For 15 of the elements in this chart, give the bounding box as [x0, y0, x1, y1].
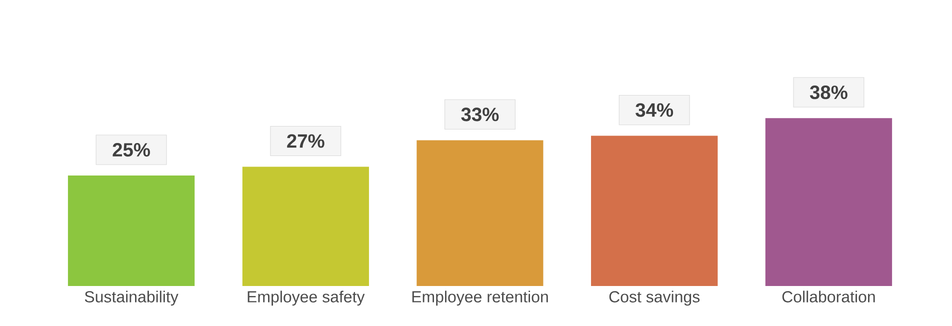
x-tick-label: Cost savings: [609, 290, 700, 306]
bar: [68, 176, 195, 286]
bar: [591, 136, 718, 286]
bar: [416, 140, 544, 286]
data-label: 25%: [112, 143, 150, 157]
bar: [242, 166, 369, 286]
data-label: 38%: [810, 86, 848, 100]
x-tick-label: Employee retention: [412, 290, 548, 306]
bar: [765, 118, 892, 286]
data-label: 34%: [636, 103, 674, 117]
data-label: 33%: [461, 108, 499, 122]
x-tick-label: Sustainability: [84, 290, 178, 306]
data-label: 27%: [287, 134, 324, 148]
x-tick-label: Collaboration: [782, 290, 875, 302]
x-tick-label: Employee safety: [248, 290, 365, 306]
